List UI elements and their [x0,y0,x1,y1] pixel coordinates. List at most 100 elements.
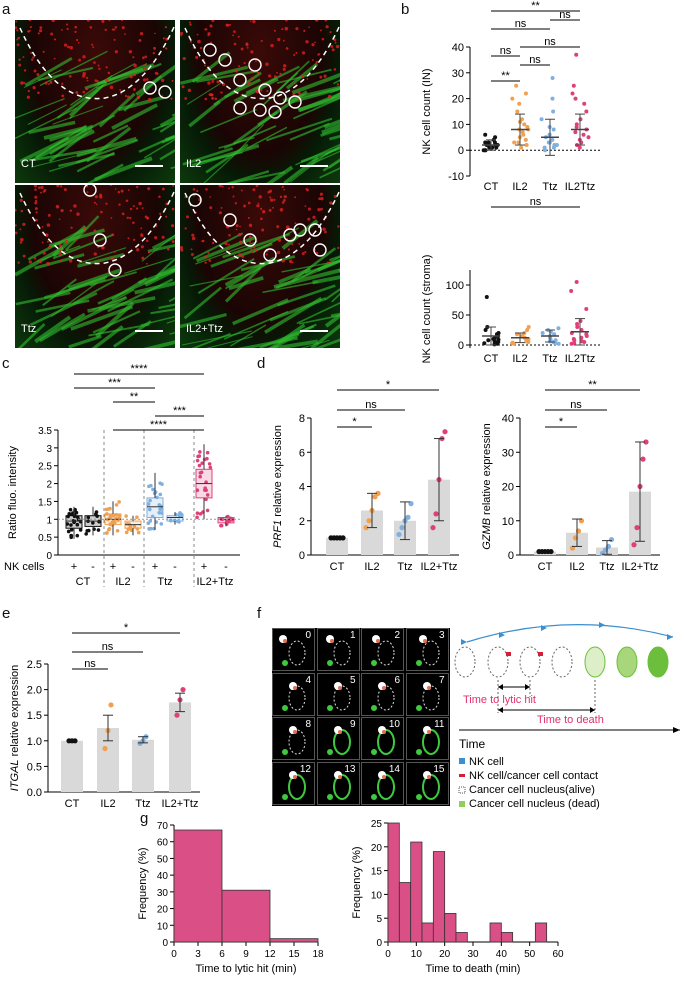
timelapse-frame: 3 [405,628,449,671]
stroma-fiber [76,151,115,173]
tumor-cell [118,203,121,206]
stroma-fiber [27,104,68,126]
data-point [197,454,202,458]
tumor-cell [320,207,323,211]
tumor-cell [336,83,340,86]
data-point [574,52,579,57]
y-tick-label: 2 [299,516,305,528]
stroma-fiber [68,334,102,348]
tumor-cell [105,202,108,205]
data-point [550,96,555,101]
stroma-fiber [94,156,153,182]
tumor-cell [337,225,340,228]
stroma-fiber [200,108,257,134]
tumor-cell [209,196,212,198]
tumor-cell [232,195,235,198]
tumor-cell [276,225,280,229]
tumor-cell [184,227,187,230]
tumor-cell [16,29,19,32]
tumor-cell [97,64,100,67]
bar [97,728,119,792]
tumor-cell [311,59,314,61]
tumor-cell [172,185,175,187]
data-point [511,341,516,346]
nk-cell-marker [667,634,673,640]
stroma-fiber [277,284,336,307]
chart-time-to-death: 0 5 10 15 20 25 Frequency (%) 0 10 20 30 40 50 60 Time… [351,819,564,975]
tumor-cell [18,63,22,67]
data-point [520,130,525,135]
data-point [195,511,200,515]
tumor-cell [83,227,86,230]
tumor-cell [323,74,327,78]
tumor-cell [63,43,68,47]
time-to-death-label: Time to death [537,714,604,726]
stroma-fiber [338,79,340,82]
stroma-fiber [264,339,319,348]
data-point [86,528,91,533]
data-point [203,486,208,491]
green-dot [282,793,288,800]
tumor-cell [19,198,23,203]
tumor-cell [171,240,175,244]
tumor-cell [248,240,252,243]
significance-label: ns [500,45,512,57]
data-point [69,533,74,538]
panel-letter-e: e [2,605,11,622]
nk-cell-circle [143,81,157,95]
y-tick-label: 10 [452,119,464,131]
tumor-cell [22,222,26,226]
y-tick-label: 3.5 [38,426,52,437]
tumor-cell [206,76,209,79]
significance-label: *** [173,405,187,417]
tumor-cell [325,25,329,29]
data-point [543,148,548,153]
tumor-cell [204,255,208,259]
nk-sign: + [201,561,207,573]
data-point [84,532,88,536]
data-point [207,462,212,466]
significance-label: * [352,416,357,428]
tumor-cell [146,217,149,220]
tumor-cell [266,89,269,93]
tumor-cell [144,63,147,67]
tumor-cell [333,194,337,199]
data-point [582,101,587,106]
y-tick-label: 3 [46,444,52,455]
data-point [219,523,224,528]
x-tick-label: IL2Ttz [565,181,596,193]
data-point [515,109,520,114]
tumor-cell [282,198,286,202]
stroma-fiber [38,312,86,343]
cancer-nucleus-stage [519,646,541,678]
stroma-fiber [159,115,175,128]
tumor-cell [113,38,116,41]
tumor-cell [54,38,57,41]
tumor-cell [276,71,278,74]
tumor-cell [252,246,256,249]
y-tick-label: 1.5 [27,710,42,722]
tumor-cell [99,195,103,199]
tumor-cell [189,40,192,43]
frame-overlay [326,726,351,755]
stroma-fiber [159,121,175,133]
significance-label: ns [544,36,556,48]
tumor-cell [162,37,165,40]
microscopy-overlay [180,20,340,183]
frame-overlay [325,635,350,666]
tumor-cell [19,241,23,244]
data-point [494,145,499,150]
tumor-cell [147,187,151,191]
stroma-fiber [151,234,175,250]
bar [169,702,191,792]
cancer-nucleus [288,685,306,710]
data-point [146,521,151,526]
tumor-cell [241,255,245,258]
tumor-cell [189,23,192,26]
tumor-cell [250,77,253,80]
microscopy-grid: CT IL2 Ttz IL2+Ttz [15,20,340,348]
histogram-bar [455,932,468,943]
data-point [198,474,202,479]
stroma-fiber [158,303,175,310]
timelapse-frame: 11 [405,717,449,760]
